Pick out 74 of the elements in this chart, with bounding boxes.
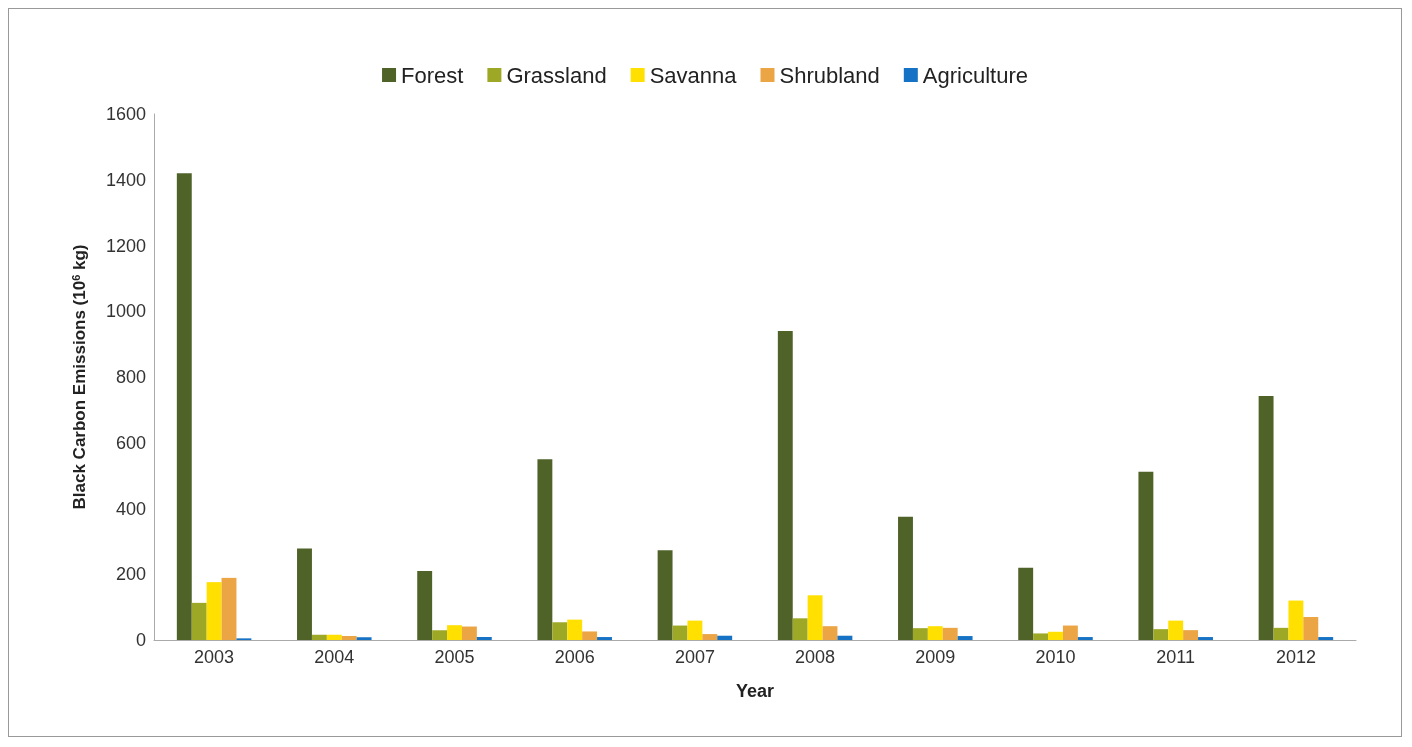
legend-label: Grassland bbox=[506, 62, 607, 88]
bar bbox=[537, 459, 553, 640]
bar bbox=[687, 620, 703, 640]
bar bbox=[717, 635, 733, 640]
bar bbox=[1018, 567, 1034, 640]
bar bbox=[341, 636, 357, 640]
y-tick-label: 600 bbox=[115, 432, 146, 453]
bar bbox=[912, 628, 928, 640]
bar bbox=[1077, 637, 1093, 640]
x-tick-label: 2003 bbox=[194, 647, 235, 667]
bar bbox=[1183, 630, 1199, 640]
bar bbox=[822, 626, 838, 640]
bar bbox=[1273, 627, 1289, 640]
bar bbox=[1048, 631, 1063, 640]
bar bbox=[326, 634, 342, 640]
bar bbox=[837, 635, 853, 640]
x-axis-title: Year bbox=[735, 681, 775, 701]
bar bbox=[1303, 616, 1319, 640]
bar bbox=[1258, 396, 1274, 640]
x-tick-label: 2011 bbox=[1156, 647, 1196, 667]
x-tick-label: 2008 bbox=[795, 647, 836, 667]
x-tick-label: 2010 bbox=[1035, 647, 1076, 667]
bar bbox=[297, 548, 312, 640]
bar bbox=[552, 622, 568, 640]
bar bbox=[567, 619, 583, 640]
bar bbox=[447, 625, 462, 640]
bar bbox=[807, 595, 823, 640]
bar bbox=[206, 582, 222, 640]
bar bbox=[597, 637, 612, 640]
bar bbox=[1288, 600, 1304, 640]
x-tick-label: 2009 bbox=[915, 647, 956, 667]
bar bbox=[898, 516, 913, 640]
bar bbox=[942, 627, 958, 640]
bar bbox=[702, 634, 718, 640]
bar bbox=[927, 626, 943, 640]
bar bbox=[356, 637, 372, 640]
bar bbox=[1168, 620, 1184, 640]
bar bbox=[657, 550, 673, 640]
bar bbox=[792, 618, 808, 640]
y-tick-label: 1200 bbox=[105, 235, 146, 256]
y-tick-label: 400 bbox=[115, 498, 146, 519]
legend-label: Savanna bbox=[649, 62, 738, 88]
legend-label: Shrubland bbox=[779, 62, 880, 88]
x-tick-label: 2007 bbox=[674, 647, 715, 667]
bar bbox=[957, 636, 973, 640]
bar bbox=[432, 630, 448, 640]
bar bbox=[191, 602, 207, 640]
y-tick-label: 200 bbox=[115, 564, 146, 585]
y-tick-label: 1000 bbox=[105, 301, 146, 322]
bar bbox=[1198, 637, 1213, 640]
bar bbox=[582, 631, 598, 640]
bar bbox=[176, 173, 192, 640]
bar bbox=[672, 625, 688, 640]
bar bbox=[1318, 637, 1334, 640]
x-tick-label: 2005 bbox=[434, 647, 475, 667]
bar bbox=[461, 626, 477, 640]
y-tick-label: 1600 bbox=[105, 104, 146, 124]
bar bbox=[1153, 629, 1169, 640]
x-tick-label: 2006 bbox=[554, 647, 595, 667]
y-tick-label: 800 bbox=[115, 367, 146, 387]
y-tick-label: 1400 bbox=[105, 169, 146, 190]
y-tick-label: 0 bbox=[135, 630, 146, 650]
legend-label: Forest bbox=[401, 62, 464, 88]
bar bbox=[417, 570, 433, 640]
x-tick-label: 2012 bbox=[1275, 647, 1316, 667]
bar bbox=[1033, 633, 1049, 640]
x-tick-label: 2004 bbox=[314, 647, 355, 667]
bar bbox=[221, 577, 237, 640]
bar bbox=[311, 634, 327, 640]
legend-label: Agriculture bbox=[922, 62, 1028, 88]
bar bbox=[777, 330, 793, 640]
bar bbox=[1138, 471, 1154, 640]
bar bbox=[1062, 625, 1078, 640]
bar bbox=[476, 637, 492, 640]
